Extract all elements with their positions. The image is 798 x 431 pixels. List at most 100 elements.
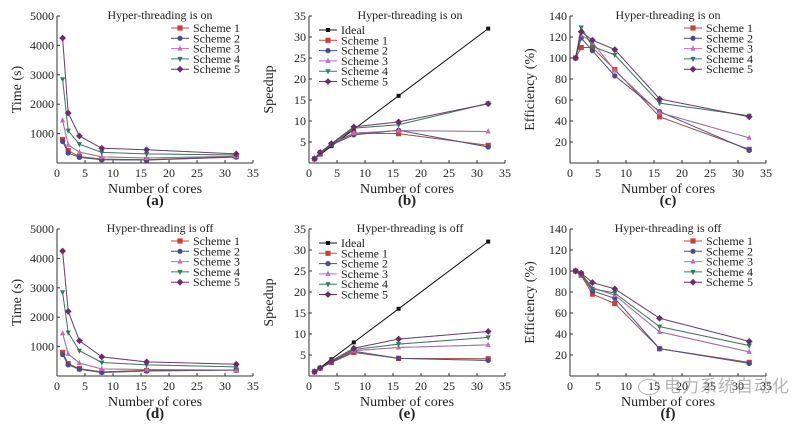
legend-label: Scheme 4 [193,52,240,66]
legend-item: Scheme 1 [171,234,240,248]
data-point [745,113,753,121]
data-point [232,360,240,368]
legend-item: Scheme 2 [171,31,240,45]
data-point [657,346,663,352]
legend-item: Scheme 1 [171,21,240,35]
series-line [314,130,489,160]
x-axis-label: Number of cores [621,395,715,410]
data-point [612,52,618,59]
panel-label: (c) [660,193,677,209]
data-point [589,286,595,293]
y-tick-label: 4000 [30,251,54,265]
data-point [311,155,318,163]
legend-item: Scheme 5 [171,275,240,289]
legend-label: Scheme 1 [193,234,240,248]
y-axis-label: Efficiency (%) [523,261,538,344]
data-point [98,353,106,361]
legend-label: Scheme 2 [706,244,753,258]
data-point [572,54,579,62]
data-point [64,307,72,315]
x-tick-label: 10 [620,379,632,393]
data-point [656,314,663,322]
legend-item: Scheme 1 [684,234,753,248]
series-line-tint [314,130,489,160]
data-point [589,44,595,50]
data-point [485,335,491,341]
legend-marker [690,35,696,41]
legend-item: Scheme 2 [684,31,753,45]
y-tick-label: 1000 [30,340,54,354]
series-scheme-2 [60,138,239,163]
legend-label: Scheme 1 [341,246,388,260]
data-point [745,337,753,345]
y-tick-label: 35 [294,222,306,236]
x-tick-label: 20 [163,379,175,393]
data-point [395,335,402,343]
y-tick-label: 20 [294,285,306,299]
legend-item: Scheme 3 [319,267,388,281]
legend-label: Scheme 4 [341,277,388,291]
data-point [60,117,66,123]
y-tick-label: 40 [555,327,567,341]
data-point [484,328,492,335]
y-tick-label: 100 [549,51,567,65]
y-axis-label: Time (s) [10,279,25,327]
data-point [65,362,71,368]
legend-label: Scheme 1 [193,21,240,35]
data-point [98,144,106,152]
y-tick-label: 20 [294,72,306,86]
chart-title: Hyper-threading is on [107,8,212,22]
x-axis-label: Number of cores [360,395,454,410]
x-tick-label: 25 [191,166,203,180]
data-point [350,123,358,131]
data-point [60,77,66,83]
legend-item: Scheme 5 [684,275,753,289]
data-point [746,147,752,153]
legend-marker [689,278,697,286]
data-point [76,148,82,155]
y-tick-label: 60 [555,93,567,107]
data-point [99,360,105,366]
series-scheme-2 [312,348,491,375]
data-point [76,142,82,148]
legend-item: Scheme 3 [684,255,753,269]
legend-label: Scheme 3 [193,42,240,56]
data-point [60,290,66,296]
x-tick-label: 20 [676,166,688,180]
legend-marker [324,78,332,85]
data-point [76,337,83,345]
y-tick-label: 3000 [30,281,54,295]
legend-item: Scheme 5 [171,62,240,76]
x-tick-label: 35 [760,166,772,180]
x-tick-label: 10 [359,379,371,393]
data-point [589,36,596,44]
series-scheme-4 [312,335,491,375]
data-point [65,150,71,156]
data-point [657,324,663,330]
data-point [485,128,491,134]
data-point [746,348,752,354]
y-tick-label: 120 [549,30,567,44]
data-point [144,362,150,369]
x-tick-label: 25 [443,166,455,180]
x-tick-label: 15 [135,166,147,180]
x-tick-label: 35 [247,166,259,180]
legend-label: Scheme 3 [341,267,388,281]
legend-label: Scheme 5 [706,275,753,289]
y-tick-label: 25 [294,264,306,278]
data-point [76,132,83,140]
series-line [314,129,489,160]
x-tick-label: 5 [334,379,340,393]
y-tick-label: 140 [549,9,567,23]
x-tick-label: 15 [648,166,660,180]
data-point [611,285,619,293]
data-point [612,67,618,73]
data-point [328,357,335,365]
legend-marker [326,241,330,245]
series-scheme-5 [59,247,240,368]
data-point [612,73,618,79]
x-tick-label: 0 [567,166,573,180]
